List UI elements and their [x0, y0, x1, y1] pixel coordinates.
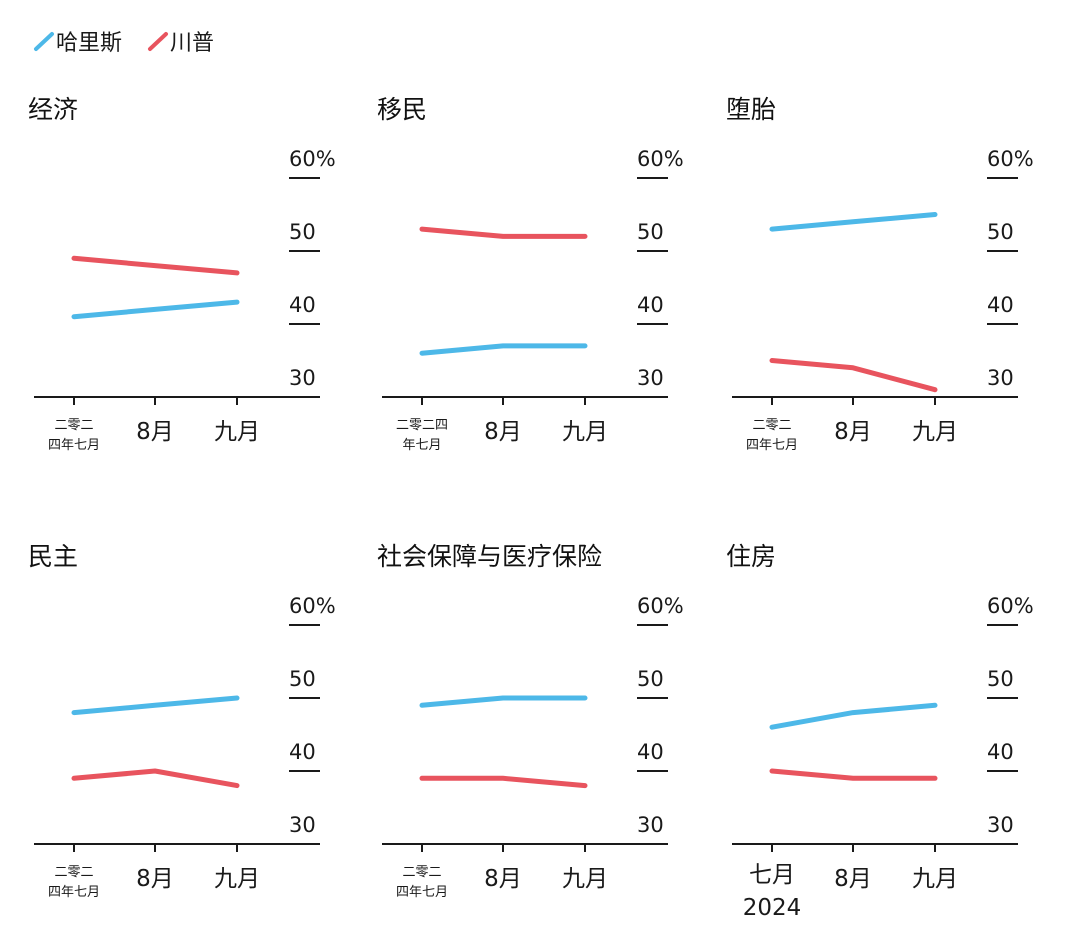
panel-title: 经济 [28, 95, 78, 124]
y-tick-label-50: 50 [987, 667, 1014, 691]
y-tick-label-60: 60% [987, 147, 1034, 171]
series-line-harris [71, 695, 240, 716]
x-tick-label: 8月 [834, 419, 872, 445]
series-line-harris [769, 212, 938, 232]
panel-title: 堕胎 [726, 95, 776, 124]
panel-title: 社会保障与医疗保险 [377, 542, 602, 571]
x-tick-label: 二零二 [402, 865, 441, 880]
panel-title: 民主 [28, 542, 78, 571]
y-tick-label-50: 50 [637, 220, 664, 244]
x-tick-label: 九月 [562, 866, 608, 892]
x-tick-label: 九月 [214, 866, 260, 892]
series-line-trump [419, 226, 588, 239]
y-tick-label-30: 30 [637, 813, 664, 837]
y-tick-label-30: 30 [987, 366, 1014, 390]
x-tick-label-line2: 年七月 [402, 438, 441, 453]
y-tick-label-60: 60% [987, 594, 1034, 618]
x-tick-label: 九月 [912, 419, 958, 445]
legend-label-trump: 川普 [170, 31, 214, 56]
x-tick-label-line2: 四年七月 [396, 885, 448, 900]
panel-title: 住房 [726, 542, 776, 571]
y-tick-label-50: 50 [987, 220, 1014, 244]
series-line-trump [769, 768, 938, 781]
x-tick-label: 九月 [912, 866, 958, 892]
series-line-harris [419, 343, 588, 356]
x-tick-label-year: 2024 [743, 895, 802, 921]
y-tick-label-50: 50 [637, 667, 664, 691]
y-tick-label-30: 30 [987, 813, 1014, 837]
series-line-trump [769, 358, 938, 393]
y-tick-label-40: 40 [637, 740, 664, 764]
series-line-harris [419, 695, 588, 708]
chart-panel-6: 住房 60% 50 40 30 七月 2024 8月 九月 [726, 542, 1034, 921]
y-tick-label-50: 50 [289, 667, 316, 691]
x-tick-label: 8月 [484, 419, 522, 445]
y-tick-label-30: 30 [289, 366, 316, 390]
y-tick-label-40: 40 [987, 293, 1014, 317]
x-tick-label: 8月 [484, 866, 522, 892]
y-tick-label-50: 50 [289, 220, 316, 244]
x-tick-label: 8月 [834, 866, 872, 892]
x-tick-label-line2: 四年七月 [746, 438, 798, 453]
y-tick-label-60: 60% [637, 594, 684, 618]
series-line-trump [71, 255, 240, 276]
series-line-trump [71, 768, 240, 789]
x-tick-label: 七月 [749, 862, 795, 888]
y-tick-label-30: 30 [289, 813, 316, 837]
y-tick-label-40: 40 [987, 740, 1014, 764]
x-tick-label: 二零二四 [396, 418, 448, 433]
legend: 哈里斯 川普 [34, 31, 214, 56]
x-tick-label: 8月 [136, 866, 174, 892]
legend-swatch-harris [34, 32, 54, 51]
y-tick-label-40: 40 [289, 293, 316, 317]
x-tick-label: 二零二 [54, 865, 93, 880]
x-tick-label: 九月 [562, 419, 608, 445]
y-tick-label-40: 40 [637, 293, 664, 317]
x-tick-label: 九月 [214, 419, 260, 445]
legend-swatch-trump [148, 32, 168, 51]
legend-label-harris: 哈里斯 [56, 31, 122, 56]
x-tick-label: 二零二 [752, 418, 791, 433]
x-tick-label: 8月 [136, 419, 174, 445]
y-tick-label-30: 30 [637, 366, 664, 390]
y-tick-label-60: 60% [289, 147, 336, 171]
series-line-harris [71, 299, 240, 320]
x-tick-label: 二零二 [54, 418, 93, 433]
y-tick-label-60: 60% [637, 147, 684, 171]
series-line-harris [769, 702, 938, 730]
x-tick-label-line2: 四年七月 [48, 438, 100, 453]
x-tick-label-line2: 四年七月 [48, 885, 100, 900]
panel-title: 移民 [377, 95, 427, 124]
y-tick-label-60: 60% [289, 594, 336, 618]
series-line-trump [419, 775, 588, 789]
y-tick-label-40: 40 [289, 740, 316, 764]
